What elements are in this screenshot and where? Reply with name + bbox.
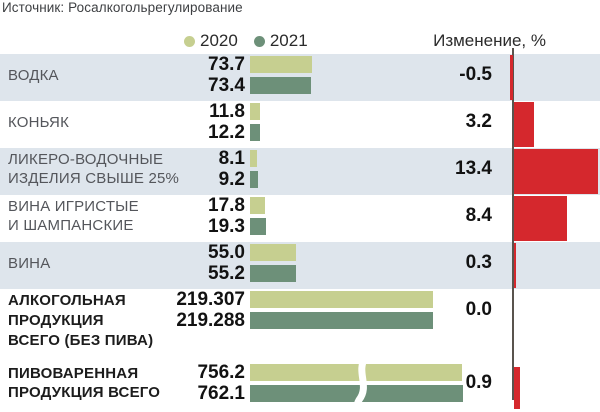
row-values: 8.1 9.2 bbox=[120, 148, 245, 192]
row-values: 55.0 55.2 bbox=[120, 242, 245, 286]
value-2020: 55.0 bbox=[208, 242, 245, 263]
row-label: ПИВОВАРЕННАЯ ПРОДУКЦИЯ ВСЕГО bbox=[8, 362, 160, 404]
row-label-line: ПИВОВАРЕННАЯ bbox=[8, 365, 139, 382]
row-values: 756.2 762.1 bbox=[120, 362, 245, 406]
value-2021: 219.288 bbox=[176, 310, 245, 331]
table-row-cognac: КОНЬЯК 11.8 12.2 3.2 bbox=[0, 101, 600, 148]
row-label: АЛКОГОЛЬНАЯ ПРОДУКЦИЯ ВСЕГО (БЕЗ ПИВА) bbox=[8, 291, 153, 351]
change-value: 0.3 bbox=[465, 252, 492, 273]
chart-rows: ВОДКА 73.7 73.4 -0.5 КОНЬЯК 11.8 12.2 3.… bbox=[0, 54, 600, 412]
change-bar bbox=[514, 102, 534, 147]
table-row-vodka: ВОДКА 73.7 73.4 -0.5 bbox=[0, 54, 600, 101]
change-value: 0.9 bbox=[465, 372, 492, 393]
change-value: 13.4 bbox=[455, 158, 492, 179]
zero-axis-line bbox=[512, 48, 514, 400]
change-bar bbox=[514, 367, 520, 409]
legend-dot-2021-icon bbox=[253, 35, 265, 47]
row-label-line: КОНЬЯК bbox=[8, 113, 70, 131]
row-values: 73.7 73.4 bbox=[120, 54, 245, 98]
row-label-line: ПРОДУКЦИЯ bbox=[8, 312, 104, 329]
row-label-line: ВИНА bbox=[8, 254, 51, 272]
change-bar bbox=[509, 55, 513, 100]
bar-2020 bbox=[250, 197, 265, 214]
change-value: 3.2 bbox=[465, 111, 492, 132]
bar-2020 bbox=[250, 56, 312, 73]
change-value: 0.0 bbox=[465, 299, 492, 320]
bar-2021 bbox=[250, 218, 267, 235]
row-bars bbox=[250, 197, 267, 239]
bar-2021 bbox=[250, 77, 312, 94]
value-2021: 73.4 bbox=[208, 75, 245, 96]
table-row-total-alcohol: АЛКОГОЛЬНАЯ ПРОДУКЦИЯ ВСЕГО (БЕЗ ПИВА) 2… bbox=[0, 289, 600, 362]
bar-2021 bbox=[250, 124, 261, 141]
row-bars bbox=[250, 150, 258, 192]
value-2020: 11.8 bbox=[209, 101, 245, 122]
value-2021: 12.2 bbox=[208, 122, 245, 143]
value-2020: 73.7 bbox=[208, 54, 245, 75]
legend-dot-2020-icon bbox=[184, 35, 195, 47]
table-row-sparkling-wines: ВИНА ИГРИСТЫЕ И ШАМПАНСКИЕ 17.8 19.3 8.4 bbox=[0, 195, 600, 242]
row-bars bbox=[250, 291, 434, 333]
value-2021: 55.2 bbox=[208, 263, 245, 284]
row-values: 17.8 19.3 bbox=[120, 195, 245, 239]
change-value: 8.4 bbox=[465, 205, 492, 226]
row-bars bbox=[250, 56, 312, 98]
row-bars bbox=[250, 244, 297, 286]
row-label-line: ИЗДЕЛИЯ СВЫШЕ 25% bbox=[8, 170, 180, 187]
legend: 2020 2021 bbox=[184, 31, 308, 51]
change-bar bbox=[514, 196, 567, 241]
row-label-line: ВСЕГО (БЕЗ ПИВА) bbox=[8, 332, 154, 349]
row-label: ВОДКА bbox=[8, 54, 59, 96]
change-bar bbox=[514, 243, 516, 288]
bar-break-icon bbox=[353, 360, 368, 412]
change-value: -0.5 bbox=[459, 64, 492, 85]
value-2020: 17.8 bbox=[208, 195, 245, 216]
row-label: ЛИКЕРО-ВОДОЧНЫЕ ИЗДЕЛИЯ СВЫШЕ 25% bbox=[8, 148, 179, 190]
legend-label-2020: 2020 bbox=[200, 31, 238, 50]
row-label: ВИНА bbox=[8, 242, 50, 284]
table-row-wines: ВИНА 55.0 55.2 0.3 bbox=[0, 242, 600, 289]
legend-item-2021: 2021 bbox=[253, 31, 308, 51]
value-2021: 19.3 bbox=[208, 216, 245, 237]
row-label-line: ПРОДУКЦИЯ ВСЕГО bbox=[8, 384, 161, 401]
row-bars bbox=[250, 103, 261, 145]
change-column-header: Изменение, % bbox=[433, 31, 546, 50]
row-values: 11.8 12.2 bbox=[120, 101, 245, 145]
row-values: 219.307 219.288 bbox=[120, 289, 245, 333]
bar-2020 bbox=[250, 244, 296, 261]
bar-2020 bbox=[250, 150, 257, 167]
row-label-line: ВИНА ИГРИСТЫЕ bbox=[8, 198, 139, 215]
bar-2021-truncated bbox=[250, 385, 463, 402]
source-caption: Источник: Росалкогольрегулирование bbox=[2, 0, 243, 15]
value-2021: 9.2 bbox=[218, 169, 245, 190]
row-label-line: ЛИКЕРО-ВОДОЧНЫЕ bbox=[8, 151, 164, 168]
change-bar bbox=[514, 149, 598, 194]
value-2020: 219.307 bbox=[176, 289, 245, 310]
value-2020: 8.1 bbox=[218, 148, 245, 169]
bar-2020 bbox=[250, 103, 260, 120]
value-2021: 762.1 bbox=[197, 383, 245, 404]
row-label: ВИНА ИГРИСТЫЕ И ШАМПАНСКИЕ bbox=[8, 195, 139, 237]
row-label-line: ВОДКА bbox=[8, 66, 59, 84]
table-row-beer-total: ПИВОВАРЕННАЯ ПРОДУКЦИЯ ВСЕГО 756.2 762.1… bbox=[0, 360, 600, 412]
row-label-line: И ШАМПАНСКИЕ bbox=[8, 217, 134, 234]
bar-2021 bbox=[250, 265, 297, 282]
legend-label-2021: 2021 bbox=[269, 31, 308, 50]
legend-item-2020: 2020 bbox=[184, 31, 238, 51]
value-2020: 756.2 bbox=[197, 362, 245, 383]
bar-2021 bbox=[250, 171, 258, 188]
row-label: КОНЬЯК bbox=[8, 101, 69, 143]
bar-2021 bbox=[250, 312, 434, 329]
row-label-line: АЛКОГОЛЬНАЯ bbox=[8, 292, 126, 309]
table-row-liqueur-products: ЛИКЕРО-ВОДОЧНЫЕ ИЗДЕЛИЯ СВЫШЕ 25% 8.1 9.… bbox=[0, 148, 600, 195]
bar-2020 bbox=[250, 291, 434, 308]
bar-2020-truncated bbox=[250, 364, 462, 381]
